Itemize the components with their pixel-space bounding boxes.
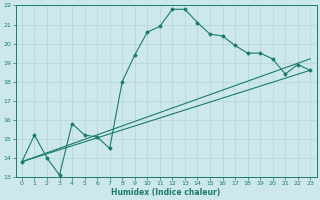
X-axis label: Humidex (Indice chaleur): Humidex (Indice chaleur) bbox=[111, 188, 221, 197]
